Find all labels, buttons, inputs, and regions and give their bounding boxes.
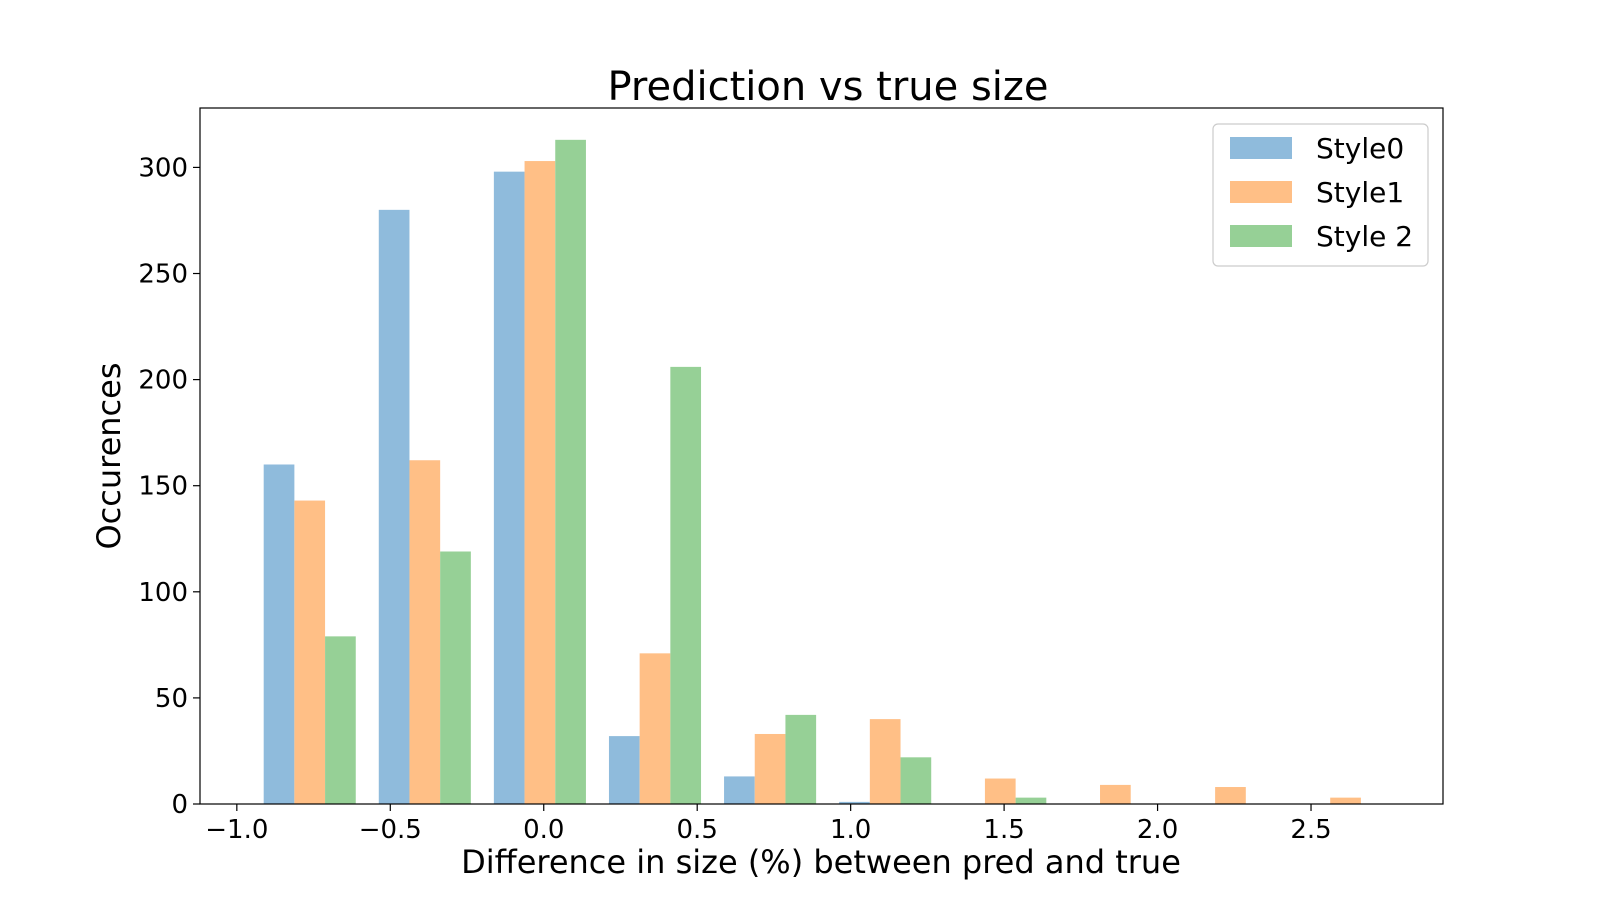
- x-tick-label: −0.5: [359, 815, 422, 845]
- bar-style1-bin-6: [984, 778, 1016, 804]
- bar-style2-bin-3: [670, 366, 702, 804]
- y-tick-label: 300: [138, 153, 188, 183]
- x-tick-label: 1.5: [983, 815, 1024, 845]
- x-tick-label: 2.0: [1137, 815, 1178, 845]
- x-tick-label: 0.5: [677, 815, 718, 845]
- y-axis-ticks: 0 50 100 150 200 250 300: [138, 153, 200, 820]
- x-tick-label: 0.0: [523, 815, 564, 845]
- bar-style1-bin-7: [1100, 784, 1131, 804]
- bar-style2-bin-0: [325, 636, 356, 804]
- bar-style0-bin-0: [263, 464, 295, 804]
- legend-swatch: [1230, 225, 1292, 247]
- bar-style0-bin-5: [839, 801, 870, 804]
- y-tick-label: 0: [171, 790, 188, 820]
- bar-style0-bin-2: [493, 171, 525, 804]
- bar-style2-bin-4: [785, 714, 817, 804]
- bar-style1-bin-9: [1330, 797, 1361, 804]
- chart-title: Prediction vs true size: [607, 64, 1048, 110]
- x-tick-label: 1.0: [830, 815, 871, 845]
- bars-layer: [263, 139, 1361, 805]
- y-tick-label: 250: [138, 260, 188, 290]
- x-axis-ticks: −1.0 −0.5 0.0 0.5 1.0 1.5 2.0 2.5: [205, 804, 1332, 845]
- bar-style2-bin-1: [440, 551, 471, 804]
- legend: Style0 Style1 Style 2: [1212, 123, 1429, 267]
- bar-style0-bin-3: [608, 736, 640, 804]
- bar-style2-bin-2: [555, 139, 586, 804]
- y-tick-label: 50: [155, 684, 188, 714]
- bar-style1-bin-3: [639, 653, 671, 804]
- legend-label: Style 2: [1316, 220, 1413, 253]
- y-tick-label: 150: [138, 472, 188, 502]
- x-tick-label: 2.5: [1290, 815, 1331, 845]
- bar-style1-bin-4: [754, 733, 786, 804]
- bar-style1-bin-0: [294, 500, 326, 804]
- bar-style0-bin-4: [724, 776, 755, 804]
- bar-style1-bin-1: [409, 460, 441, 804]
- legend-swatch: [1230, 137, 1292, 159]
- plot-frame: [199, 107, 1444, 805]
- bar-style1-bin-5: [869, 719, 901, 804]
- bar-style0-bin-1: [378, 209, 410, 805]
- legend-label: Style1: [1316, 176, 1404, 209]
- bar-style2-bin-5: [900, 757, 932, 804]
- y-tick-label: 100: [138, 578, 188, 608]
- bar-style2-bin-6: [1015, 797, 1047, 804]
- y-axis-label: Occurences: [90, 362, 128, 549]
- y-tick-label: 200: [138, 366, 188, 396]
- x-tick-label: −1.0: [205, 815, 268, 845]
- bar-style1-bin-8: [1215, 787, 1246, 804]
- legend-label: Style0: [1316, 132, 1404, 165]
- x-axis-label: Difference in size (%) between pred and …: [461, 843, 1181, 881]
- bar-style1-bin-2: [524, 161, 556, 805]
- legend-swatch: [1230, 181, 1292, 203]
